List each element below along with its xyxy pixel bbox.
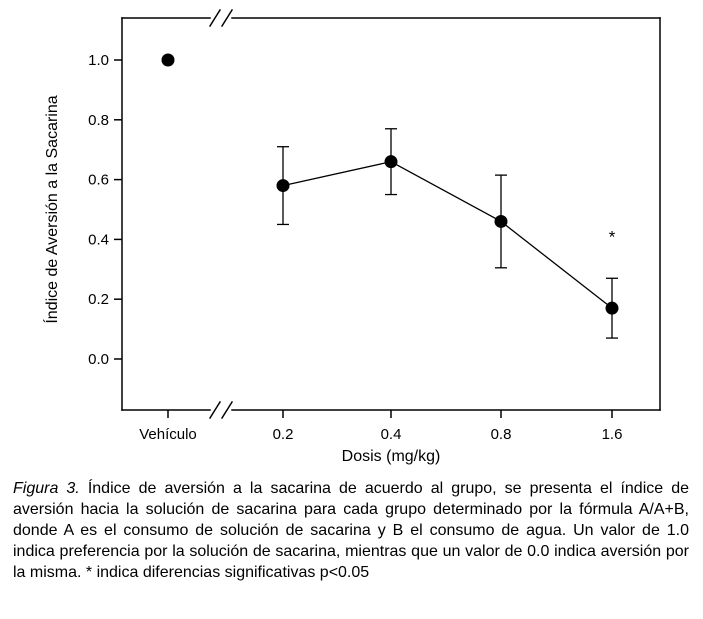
caption-label: Figura 3.	[13, 480, 80, 497]
svg-text:1.0: 1.0	[88, 52, 109, 69]
svg-text:0.8: 0.8	[491, 426, 512, 443]
axis-break-mark	[220, 400, 234, 420]
svg-text:0.0: 0.0	[88, 351, 109, 368]
svg-text:0.2: 0.2	[88, 291, 109, 308]
y-axis-title: Índice de Aversión a la Sacarina	[42, 95, 61, 323]
svg-text:0.8: 0.8	[88, 112, 109, 129]
caption-text: Índice de aversión a la sacarina de acue…	[13, 480, 690, 581]
x-axis-title: Dosis (mg/kg)	[342, 448, 441, 465]
chart-area: 0.0 0.2 0.4 0.6 0.8 1.0 Vehículo 0.2 0.4 0.8 1.6 Ín…	[42, 8, 661, 465]
data-points	[161, 53, 619, 315]
significance-asterisk: *	[609, 227, 616, 246]
data-line	[282, 160, 613, 309]
saccharin-aversion-plot: 0.0 0.2 0.4 0.6 0.8 1.0 Vehículo 0.2 0.4 0.8 1.6 Ín…	[42, 8, 661, 465]
data-point-marker	[161, 53, 175, 67]
y-tick-labels: 0.0 0.2 0.4 0.6 0.8 1.0	[88, 52, 109, 368]
x-tick-labels: Vehículo 0.2 0.4 0.8 1.6	[139, 426, 622, 443]
svg-text:0.6: 0.6	[88, 172, 109, 189]
svg-text:Vehículo: Vehículo	[139, 426, 197, 443]
figure-caption: Figura 3. Índice de aversión a la sacari…	[13, 478, 689, 583]
error-bars	[277, 128, 618, 339]
plot-frame	[121, 8, 661, 420]
svg-text:0.4: 0.4	[381, 426, 402, 443]
svg-text:1.6: 1.6	[602, 426, 623, 443]
svg-text:0.2: 0.2	[273, 426, 294, 443]
axis-ticks	[114, 59, 613, 418]
axis-break-mark	[208, 8, 222, 28]
axis-break-mark	[220, 8, 234, 28]
data-point-marker	[384, 155, 398, 169]
svg-text:0.4: 0.4	[88, 231, 109, 248]
data-point-marker	[605, 301, 619, 315]
data-point-marker	[276, 179, 290, 193]
axis-break-mark	[208, 400, 222, 420]
data-point-marker	[494, 214, 508, 228]
